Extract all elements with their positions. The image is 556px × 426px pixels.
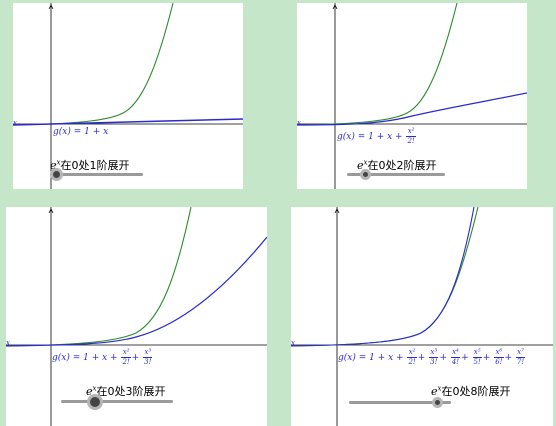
graph-panel-2: x g(x) = 1 + x + x² 2! ex在0处2阶展开 (297, 3, 527, 189)
order-slider-track[interactable] (347, 173, 445, 176)
taylor-curve (291, 207, 475, 347)
curve-start-label: x (13, 119, 17, 127)
taylor-curve (13, 118, 243, 126)
formula-term: x² 2! (406, 127, 416, 145)
expansion-caption: ex在0处3阶展开 (86, 384, 166, 398)
order-slider-knob[interactable] (87, 394, 103, 410)
order-slider-knob[interactable] (432, 397, 443, 408)
curve-start-label: x (291, 339, 295, 347)
expansion-caption: ex在0处8阶展开 (431, 384, 511, 398)
taylor-formula: g(x) = 1 + x + x² 2! (337, 127, 417, 146)
curve-start-label: x (6, 339, 10, 347)
graph-panel-3: x g(x) = 1 + x + x² 2! + x³ 3! ex在0处3阶展开 (6, 207, 267, 426)
exp-curve (291, 207, 479, 347)
formula-term: x⁵ 5! (472, 348, 482, 366)
expansion-caption: ex在0处2阶展开 (357, 158, 437, 172)
graph-panel-4: x g(x) = 1 + x + x² 2! + x³ 3! + x⁴ 4! + x⁵ 5! +… (291, 207, 553, 426)
formula-term: x³ 3! (143, 348, 153, 366)
formula-term: x⁷ 7! (515, 348, 526, 366)
order-slider-track[interactable] (61, 400, 173, 403)
order-slider-knob[interactable] (50, 168, 63, 181)
formula-lead: g(x) = 1 + x + (52, 353, 118, 363)
taylor-formula: g(x) = 1 + x (53, 127, 108, 137)
plot-area-4 (291, 207, 553, 426)
taylor-formula: g(x) = 1 + x + x² 2! + x³ 3! + x⁴ 4! + x⁵ 5! + x… (338, 348, 526, 366)
curve-start-label: x (297, 119, 301, 127)
taylor-curve (6, 236, 267, 347)
exp-curve (297, 3, 458, 126)
formula-term: x⁶ 6! (494, 348, 504, 366)
plot-area-1 (13, 3, 243, 189)
formula-lead: g(x) = 1 + x + (337, 132, 403, 142)
formula-term: x² 2! (121, 348, 131, 366)
order-slider-track[interactable] (51, 173, 143, 176)
order-slider-knob[interactable] (360, 169, 371, 180)
formula-term: x³ 3! (429, 348, 439, 366)
plot-area-2 (297, 3, 527, 189)
plot-area-3 (6, 207, 267, 426)
formula-term: x⁴ 4! (450, 348, 461, 366)
taylor-formula: g(x) = 1 + x + x² 2! + x³ 3! (52, 348, 153, 366)
formula-lead: g(x) = 1 + x + (338, 353, 404, 363)
order-slider-track[interactable] (349, 401, 451, 404)
exp-curve (13, 3, 174, 126)
expansion-caption: ex在0处1阶展开 (50, 158, 130, 172)
formula-term: x² 2! (407, 348, 417, 366)
taylor-curve (297, 92, 527, 126)
graph-panel-1: x g(x) = 1 + x ex在0处1阶展开 (13, 3, 243, 189)
formula-lead: g(x) = 1 + x (53, 127, 109, 137)
exp-curve (6, 207, 192, 347)
